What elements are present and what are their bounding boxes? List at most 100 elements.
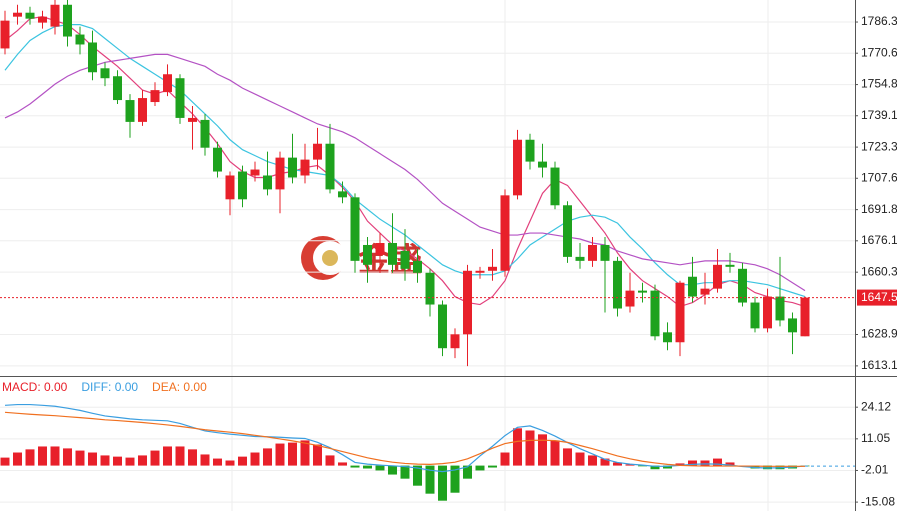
macd-bar	[538, 434, 547, 466]
macd-bar	[450, 465, 460, 493]
macd-bar	[225, 460, 235, 466]
macd-bar	[288, 442, 297, 466]
macd-bar	[763, 465, 772, 470]
candle-body	[775, 296, 785, 321]
y-tick-label: 1628.9	[861, 327, 897, 341]
macd-bar	[425, 465, 435, 494]
macd-bar	[500, 452, 510, 466]
macd-bar	[75, 450, 85, 466]
candle-body	[763, 296, 772, 329]
macd-bar	[488, 465, 497, 468]
macd-bar	[663, 465, 672, 469]
macd-bar	[325, 455, 335, 466]
candle-body	[525, 139, 535, 162]
macd-bar	[613, 462, 622, 466]
candle-body	[375, 242, 385, 255]
macd-bar	[600, 458, 610, 466]
macd-bar	[513, 428, 522, 466]
legend-entry: MACD: 0.00	[2, 380, 68, 394]
last-price-label: 1647.5	[861, 290, 897, 304]
candle-body	[700, 288, 710, 295]
candle-body	[563, 205, 572, 257]
macd-bar	[675, 463, 685, 466]
candle-body	[663, 332, 672, 343]
y-tick-label: 1707.6	[861, 170, 897, 184]
macd-bar	[550, 440, 560, 466]
candle-body	[550, 167, 560, 206]
macd-bar	[688, 460, 697, 466]
macd-bar	[275, 443, 285, 466]
macd-bar	[300, 440, 310, 466]
candle-body	[500, 195, 510, 271]
y-tick-label: -2.01	[861, 463, 889, 477]
candle-body	[613, 260, 622, 309]
candle-body	[588, 244, 597, 261]
macd-bar	[150, 450, 160, 466]
y-tick-label: 1676.1	[861, 233, 897, 247]
candle-body	[275, 157, 285, 190]
candle-body	[513, 139, 522, 196]
macd-bar	[638, 465, 647, 467]
candle-body	[125, 100, 135, 122]
candle-body	[313, 143, 322, 160]
candle-body	[50, 4, 60, 27]
macd-bar	[263, 448, 272, 466]
candle-body	[325, 143, 335, 190]
candle-body	[438, 304, 447, 349]
candle-body	[163, 74, 172, 93]
macd-bar	[25, 449, 35, 466]
candle-body	[538, 161, 547, 168]
candle-body	[800, 297, 810, 337]
macd-bar	[113, 456, 122, 466]
candle-body	[263, 175, 272, 190]
macd-bar	[175, 446, 185, 466]
macd-bar	[650, 465, 660, 470]
macd-bar	[413, 465, 422, 486]
macd-bar	[50, 446, 60, 466]
candle-body	[638, 290, 647, 293]
candle-body	[388, 242, 397, 265]
macd-bar	[125, 457, 135, 466]
macd-bar	[588, 455, 597, 466]
candle-body	[338, 191, 347, 198]
candle-body	[575, 256, 585, 261]
candle-body	[600, 244, 610, 261]
macd-bar	[313, 444, 322, 466]
macd-bar	[138, 455, 147, 466]
macd-bar	[13, 452, 22, 466]
candle-body	[450, 334, 460, 349]
candle-body	[363, 244, 372, 265]
candle-body	[25, 12, 35, 19]
last-price-box	[857, 289, 897, 306]
macd-bar	[163, 446, 172, 466]
macd-bar	[400, 465, 410, 479]
macd-bar	[575, 452, 585, 466]
macd-bar	[625, 464, 635, 466]
y-tick-label: -15.08	[861, 494, 895, 508]
candle-body	[725, 264, 735, 267]
candle-body	[475, 270, 485, 273]
y-tick-label: 1660.3	[861, 264, 897, 278]
line	[4, 53, 806, 292]
candle-body	[38, 16, 47, 23]
y-tick-label: 1786.3	[861, 14, 897, 28]
candle-body	[300, 159, 310, 176]
candle-body	[650, 290, 660, 337]
candle-body	[675, 282, 685, 343]
macd-bar	[213, 458, 222, 466]
candle-body	[238, 171, 247, 200]
candle-body	[400, 250, 410, 269]
y-tick-label: 1691.8	[861, 202, 897, 216]
candle-body	[488, 266, 497, 271]
y-tick-label: 1770.6	[861, 45, 897, 59]
candle-body	[625, 290, 635, 307]
macd-bar	[463, 465, 472, 479]
macd-bar	[475, 465, 485, 471]
macd-bar	[63, 448, 72, 466]
macd-bar	[438, 465, 447, 501]
y-tick-label: 1613.1	[861, 358, 897, 372]
line	[4, 411, 805, 467]
candle-body	[225, 175, 235, 200]
